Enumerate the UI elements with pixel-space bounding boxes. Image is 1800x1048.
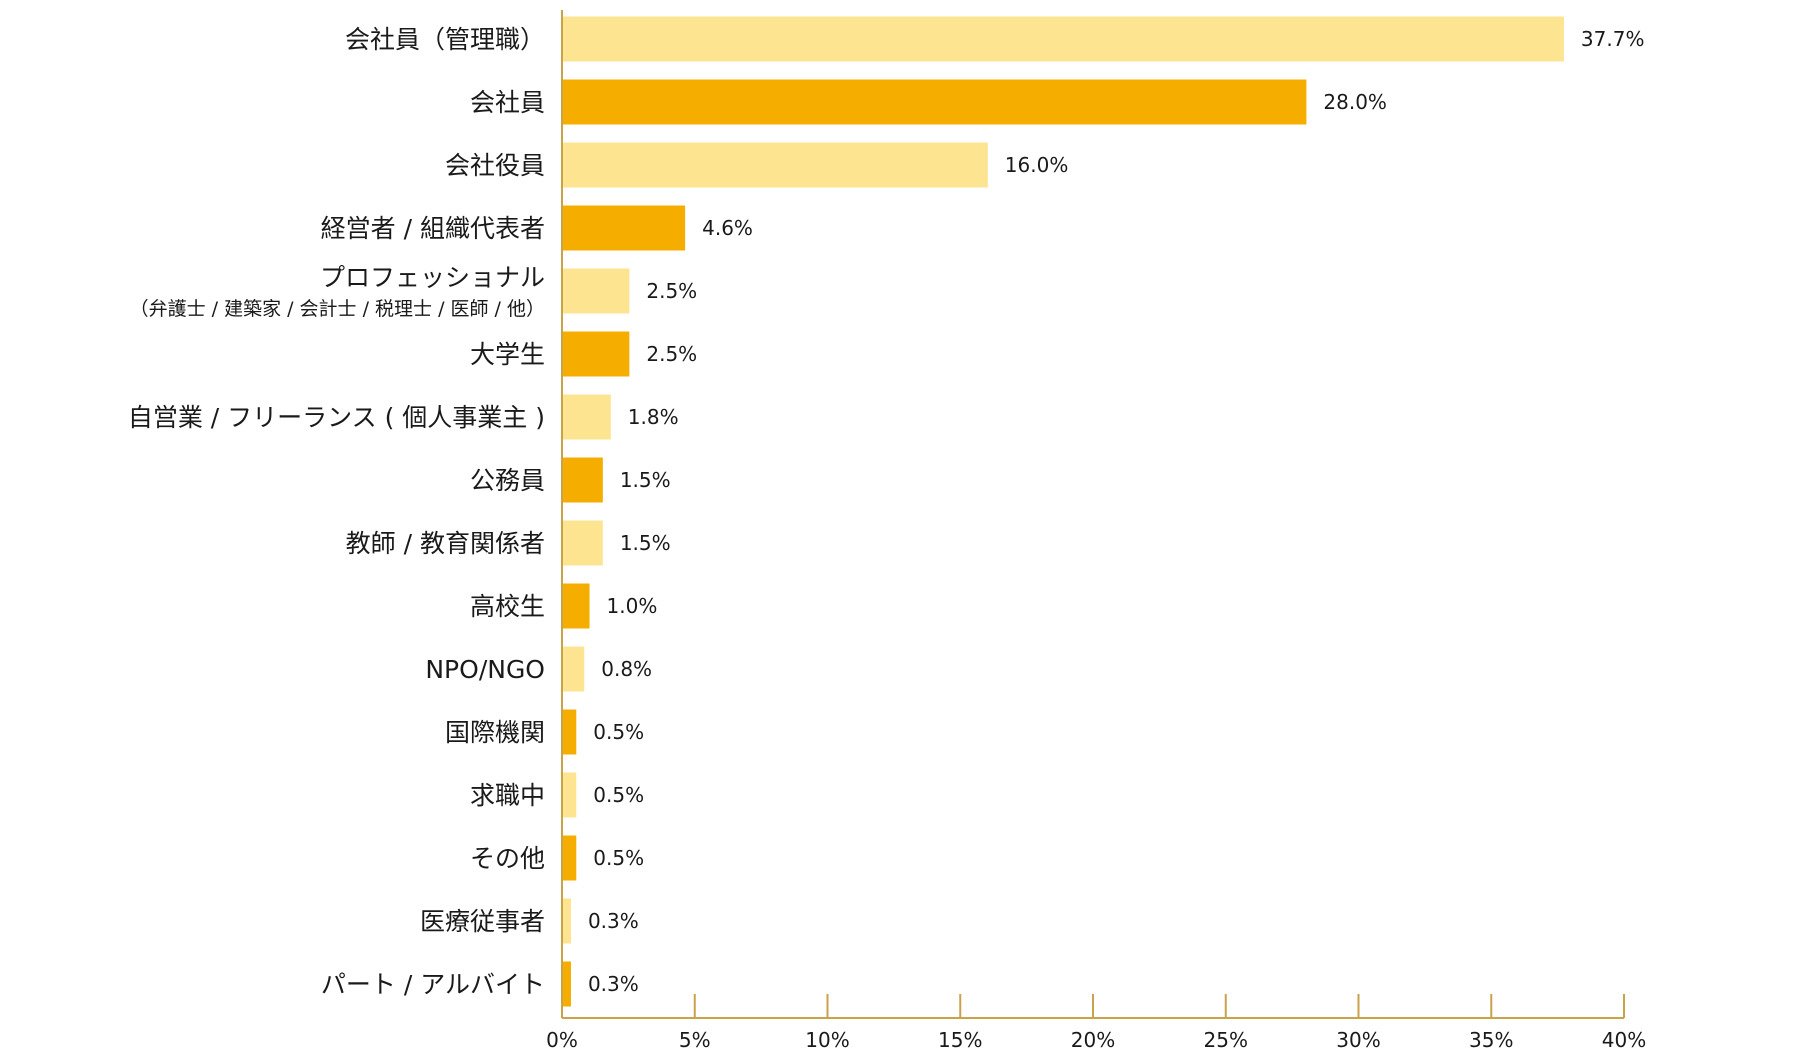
category-label: 自営業 / フリーランス ( 個人事業主 ) (128, 403, 545, 432)
bar (563, 520, 603, 566)
bar (563, 331, 630, 377)
category-label: 会社員 (470, 88, 545, 117)
bar (563, 583, 590, 629)
category-label: 医療従事者 (420, 907, 545, 936)
value-label: 1.8% (628, 405, 679, 429)
value-label: 28.0% (1323, 90, 1387, 114)
x-tick-label: 40% (1602, 1028, 1646, 1048)
value-label: 16.0% (1005, 153, 1069, 177)
category-label: 経営者 / 組織代表者 (321, 214, 545, 243)
value-label: 2.5% (646, 279, 697, 303)
category-label: パート / アルバイト (321, 970, 545, 999)
category-label: 求職中 (470, 781, 545, 810)
bar (563, 772, 577, 818)
bar (563, 16, 1564, 62)
category-label: 高校生 (470, 592, 545, 621)
category-label: 会社役員 (445, 151, 545, 180)
bar (563, 79, 1307, 125)
x-tick-label: 35% (1469, 1028, 1513, 1048)
category-label: プロフェッショナル (320, 263, 545, 292)
x-tick-label: 5% (679, 1028, 711, 1048)
x-tick-label: 30% (1336, 1028, 1380, 1048)
value-label: 0.8% (601, 657, 652, 681)
value-label: 2.5% (646, 342, 697, 366)
bar (563, 835, 577, 881)
category-label: 大学生 (470, 340, 545, 369)
bar (563, 205, 686, 251)
category-label: 会社員（管理職） (345, 25, 545, 54)
value-label: 1.5% (620, 531, 671, 555)
bar (563, 709, 577, 755)
bar (563, 646, 585, 692)
x-tick-label: 25% (1204, 1028, 1248, 1048)
bar (563, 457, 603, 503)
value-label: 0.5% (593, 720, 644, 744)
value-label: 37.7% (1581, 27, 1645, 51)
value-label: 1.0% (607, 594, 658, 618)
category-label: その他 (470, 844, 545, 873)
bar (563, 961, 571, 1007)
category-label: 国際機関 (445, 718, 545, 747)
x-tick-label: 15% (938, 1028, 982, 1048)
value-label: 0.5% (593, 783, 644, 807)
value-label: 0.3% (588, 909, 639, 933)
bar (563, 268, 630, 314)
x-tick-label: 20% (1071, 1028, 1115, 1048)
category-label: 教師 / 教育関係者 (346, 529, 545, 558)
x-tick-label: 10% (805, 1028, 849, 1048)
value-label: 0.5% (593, 846, 644, 870)
x-tick-label: 0% (546, 1028, 578, 1048)
bar (563, 898, 571, 944)
value-label: 1.5% (620, 468, 671, 492)
bar (563, 142, 988, 188)
category-label: NPO/NGO (425, 655, 545, 684)
category-label: 公務員 (470, 466, 545, 495)
value-label: 0.3% (588, 972, 639, 996)
bar (563, 394, 611, 440)
category-sublabel: （弁護士 / 建築家 / 会計士 / 税理士 / 医師 / 他） (130, 298, 545, 320)
value-label: 4.6% (702, 216, 753, 240)
